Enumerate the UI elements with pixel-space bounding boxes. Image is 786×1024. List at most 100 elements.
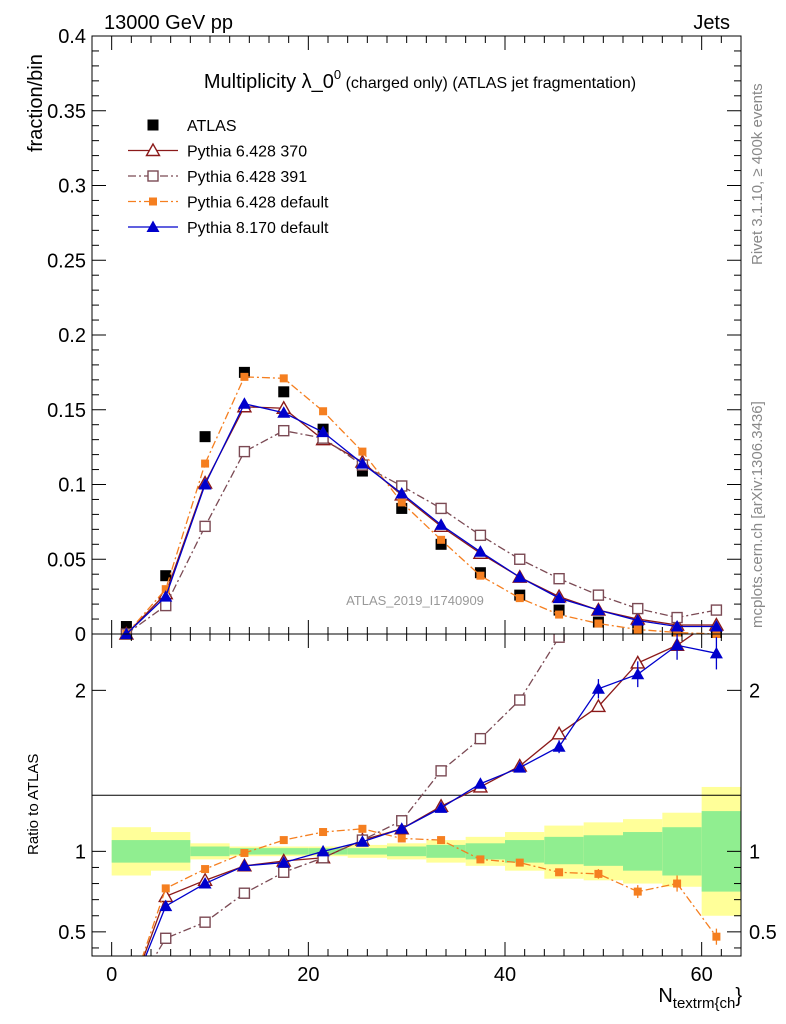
legend-marker-pythia-6-428-370	[145, 142, 161, 157]
ratio-stat-band	[505, 840, 545, 863]
main-point-pythia-8-170-default	[355, 457, 369, 469]
ratio-uncertainty-bands	[111, 786, 741, 916]
ratio-panel: 0.5 0.51 12 20 20 40 60 Ratio to ATLAS Ntextrm…	[25, 633, 777, 1012]
main-point-pythia-8-170-default	[159, 590, 173, 602]
main-point-pythia-6-428-default	[279, 374, 288, 383]
ratio-point-pythia-8-170-default	[631, 667, 645, 680]
legend-label-pythia-6-428-370: Pythia 6.428 370	[187, 144, 307, 161]
main-point-pythia-6-428-default	[240, 372, 249, 381]
main-point-pythia-8-170-default	[552, 591, 566, 604]
main-y-tick-label: 0.2	[58, 325, 86, 347]
main-point-pythia-8-170-default	[473, 545, 487, 557]
main-point-pythia-6-428-391	[632, 602, 644, 615]
ratio-stat-band	[387, 846, 427, 857]
rivet-version-label: Rivet 3.1.10, ≥ 400k events	[749, 83, 766, 265]
main-panel: 0 0.05 0.1 0.15 0.2 0.25 0.3 0.35 0.4 Multiplici…	[25, 26, 742, 646]
ratio-point-pythia-6-428-default	[397, 834, 406, 843]
ratio-stat-band	[583, 835, 623, 866]
ratio-point-pythia-6-428-default	[555, 868, 564, 877]
main-point-pythia-8-170-default	[316, 425, 330, 438]
x-axis-label: Ntextrm{ch}	[658, 985, 742, 1012]
title-main: Multiplicity λ_0	[204, 71, 334, 93]
legend-label-pythia-6-428-391: Pythia 6.428 391	[187, 169, 307, 186]
main-point-pythia-6-428-default	[594, 619, 603, 628]
ratio-y-tick-label-left: 2	[75, 680, 86, 702]
ratio-point-pythia-8-170-default	[277, 856, 291, 868]
main-y-axis-label: fraction/bin	[25, 54, 47, 152]
ratio-line-pythia-8-170-default	[145, 644, 717, 956]
main-point-pythia-6-428-391	[238, 445, 251, 458]
main-point-pythia-6-428-default	[437, 535, 446, 544]
main-ticks: 0 0.05 0.1 0.15 0.2 0.25 0.3 0.35 0.4	[47, 26, 742, 646]
main-line-pythia-6-428-default	[125, 376, 717, 635]
ratio-point-pythia-8-170-default	[198, 877, 212, 889]
ratio-stat-band	[151, 840, 191, 863]
main-point-pythia-6-428-default	[397, 498, 406, 507]
main-point-pythia-6-428-391	[514, 553, 526, 565]
ratio-point-pythia-8-170-default	[395, 822, 409, 834]
main-point-pythia-8-170-default	[434, 518, 448, 530]
ratio-y-axis-label: Ratio to ATLAS	[25, 754, 42, 855]
main-point-atlas	[553, 604, 565, 616]
main-point-pythia-8-170-default	[198, 478, 212, 490]
ratio-stat-band	[544, 836, 584, 865]
xlabel-close: }	[735, 985, 742, 1007]
title-rest: (charged only) (ATLAS jet fragmentation)	[341, 75, 636, 92]
main-y-tick-label: 0	[75, 624, 86, 646]
ratio-point-pythia-6-428-391	[238, 887, 251, 899]
main-point-pythia-6-428-default	[358, 447, 367, 456]
ratio-point-pythia-6-428-default	[201, 865, 210, 874]
legend-label-atlas: ATLAS	[187, 118, 237, 135]
ratio-plot-frame-top	[91, 633, 742, 957]
main-point-pythia-6-428-default	[161, 585, 170, 594]
header-left-label: 13000 GeV pp	[104, 12, 233, 34]
main-point-pythia-8-170-default	[709, 620, 723, 632]
ratio-stat-band	[269, 848, 309, 855]
main-point-pythia-6-428-391	[278, 424, 290, 437]
ratio-point-pythia-6-428-default	[437, 836, 446, 845]
ratio-y-tick-label-left: 0.5	[58, 922, 86, 944]
ratio-point-pythia-6-428-391	[199, 916, 211, 928]
ratio-point-pythia-8-170-default	[434, 801, 448, 813]
main-y-tick-label: 0.3	[58, 176, 86, 198]
legend-marker-pythia-8-170-default	[146, 220, 160, 232]
main-y-tick-label: 0.4	[58, 26, 86, 48]
main-point-pythia-6-428-391	[160, 599, 172, 612]
ratio-point-pythia-6-428-default	[161, 884, 170, 893]
ratio-point-pythia-6-428-default	[240, 848, 249, 857]
ratio-point-pythia-6-428-391	[514, 694, 526, 706]
watermark-label: ATLAS_2019_I1740909	[346, 593, 484, 608]
main-point-pythia-8-170-default	[119, 627, 133, 639]
ratio-stat-band	[347, 848, 387, 855]
main-point-pythia-6-428-default	[673, 628, 682, 637]
main-line-pythia-8-170-default	[125, 403, 717, 635]
main-point-atlas	[356, 465, 368, 477]
ratio-stat-band	[190, 846, 230, 857]
main-point-pythia-6-428-default	[555, 610, 564, 619]
x-tick-label: 40	[494, 964, 516, 986]
main-point-pythia-6-428-391	[474, 529, 487, 542]
main-point-pythia-8-170-default	[277, 406, 291, 418]
ratio-point-pythia-6-428-391	[435, 765, 447, 777]
main-y-tick-label: 0.35	[47, 101, 86, 123]
ratio-stat-band	[465, 843, 505, 860]
ratio-line-pythia-6-428-default	[142, 828, 717, 956]
main-y-tick-label: 0.05	[47, 549, 86, 571]
main-point-atlas	[278, 386, 290, 398]
xlabel-sub: textrm{ch	[673, 995, 736, 1012]
ratio-y-tick-label-left: 1	[75, 841, 86, 863]
main-title: Multiplicity λ_00 (charged only) (ATLAS …	[204, 67, 636, 93]
main-point-pythia-8-170-default	[395, 486, 409, 499]
ratio-ticks: 0.5 0.51 12 20 20 40 60	[58, 634, 777, 986]
x-tick-label: 0	[106, 964, 117, 986]
ratio-point-pythia-6-428-default	[633, 887, 642, 896]
main-point-pythia-6-428-391	[710, 604, 723, 616]
legend-marker-pythia-6-428-391	[147, 170, 159, 182]
main-point-atlas	[435, 538, 447, 550]
ratio-point-pythia-8-170-default	[159, 899, 173, 912]
ratio-stat-band	[426, 844, 466, 858]
ratio-stat-band	[662, 827, 702, 876]
main-point-pythia-6-428-391	[435, 502, 447, 515]
header-right-label: Jets	[693, 12, 730, 34]
